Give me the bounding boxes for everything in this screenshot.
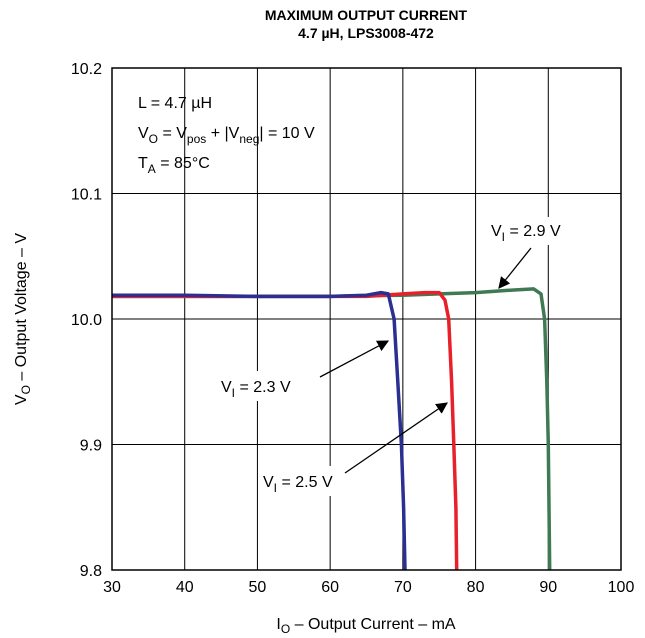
x-tick-labels: 30 40 50 60 70 80 90 100 [103,579,634,596]
series-label: VI = 2.9 V [491,223,561,244]
x-tick-label: 70 [394,579,412,596]
series-label: VI = 2.5 V [263,474,333,495]
y-axis-label: VO – Output Voltage – V [13,233,33,405]
y-tick-label: 10.2 [71,61,102,78]
condition-line: TA = 85°C [138,155,210,176]
y-tick-label: 9.9 [80,438,102,455]
annotation-arrow [319,340,390,378]
y-tick-label: 10.0 [71,312,102,329]
conditions-text: L = 4.7 µH VO = Vpos + |Vneg| = 10 V TA = … [138,95,315,176]
x-tick-label: 90 [539,579,557,596]
series-line [112,290,407,571]
x-tick-label: 30 [103,579,121,596]
annotation-arrow [344,402,448,474]
chart-title-line2: 4.7 µH, LPS3008-472 [298,25,434,41]
annotation-bg [216,371,320,401]
y-tick-label: 9.8 [80,563,102,580]
condition-line: VO = Vpos + |Vneg| = 10 V [138,125,315,146]
y-tick-label: 10.1 [71,187,102,204]
plot-frame [111,67,622,571]
annotation-bg [486,217,588,245]
series-lines [112,287,552,571]
x-tick-label: 100 [608,579,635,596]
annotation-bg [258,466,362,496]
x-tick-label: 50 [249,579,267,596]
series-annotations: VI = 2.9 V VI = 2.5 V VI = 2.3 V [216,217,588,496]
x-tick-label: 80 [467,579,485,596]
chart-title-line1: MAXIMUM OUTPUT CURRENT [265,7,468,23]
y-tick-labels: 9.8 9.9 10.0 10.1 10.2 [71,61,102,580]
annotation-arrow [498,247,532,289]
x-axis-label: IO – Output Current – mA [276,616,456,636]
condition-line: L = 4.7 µH [138,95,212,112]
x-tick-label: 60 [321,579,339,596]
grid [112,68,621,570]
series-label: VI = 2.3 V [221,379,291,400]
x-tick-label: 40 [176,579,194,596]
